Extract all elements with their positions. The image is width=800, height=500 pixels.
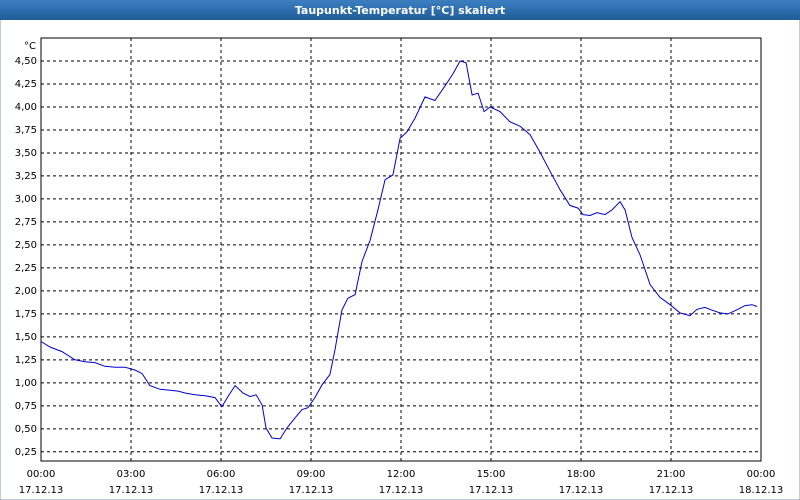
x-tick-label: 18:00 bbox=[567, 469, 596, 480]
x-tick-label: 15:00 bbox=[477, 469, 506, 480]
title-bar bbox=[0, 0, 800, 20]
y-tick-label: 0,50 bbox=[15, 424, 37, 435]
y-tick-label: 4,00 bbox=[15, 102, 37, 113]
y-tick-label: 4,25 bbox=[15, 79, 37, 90]
x-tick-date: 17.12.13 bbox=[19, 485, 64, 496]
x-tick-date: 17.12.13 bbox=[109, 485, 154, 496]
x-tick-label: 03:00 bbox=[117, 469, 146, 480]
y-tick-label: 3,50 bbox=[15, 148, 37, 159]
y-tick-label: 3,00 bbox=[15, 194, 37, 205]
x-tick-label: 06:00 bbox=[207, 469, 236, 480]
y-tick-label: 3,75 bbox=[15, 125, 37, 136]
data-line bbox=[40, 60, 758, 440]
y-tick-label: 1,00 bbox=[15, 378, 37, 389]
y-tick-label: 1,50 bbox=[15, 332, 37, 343]
y-tick-label: 0,75 bbox=[15, 401, 37, 412]
x-tick-label: 00:00 bbox=[747, 469, 776, 480]
y-tick-label: 0,25 bbox=[15, 447, 37, 458]
y-tick-label: 2,50 bbox=[15, 240, 37, 251]
x-tick-label: 09:00 bbox=[297, 469, 326, 480]
x-tick-date: 17.12.13 bbox=[289, 485, 334, 496]
y-unit: °C bbox=[24, 41, 36, 52]
x-tick-date: 17.12.13 bbox=[379, 485, 424, 496]
x-tick-label: 21:00 bbox=[657, 469, 686, 480]
y-tick-label: 3,25 bbox=[15, 171, 37, 182]
y-tick-label: 2,25 bbox=[15, 263, 37, 274]
x-tick-label: 12:00 bbox=[387, 469, 416, 480]
x-tick-date: 17.12.13 bbox=[199, 485, 244, 496]
x-tick-date: 17.12.13 bbox=[469, 485, 514, 496]
y-tick-label: 2,75 bbox=[15, 217, 37, 228]
chart-title: Taupunkt-Temperatur [°C] skaliert bbox=[295, 4, 505, 17]
y-tick-label: 1,25 bbox=[15, 355, 37, 366]
y-tick-label: 4,50 bbox=[15, 56, 37, 67]
x-tick-label: 00:00 bbox=[27, 469, 56, 480]
x-tick-date: 17.12.13 bbox=[649, 485, 694, 496]
y-tick-label: 1,75 bbox=[15, 309, 37, 320]
x-tick-date: 18.12.13 bbox=[739, 485, 784, 496]
x-tick-date: 17.12.13 bbox=[559, 485, 604, 496]
y-tick-label: 2,00 bbox=[15, 286, 37, 297]
